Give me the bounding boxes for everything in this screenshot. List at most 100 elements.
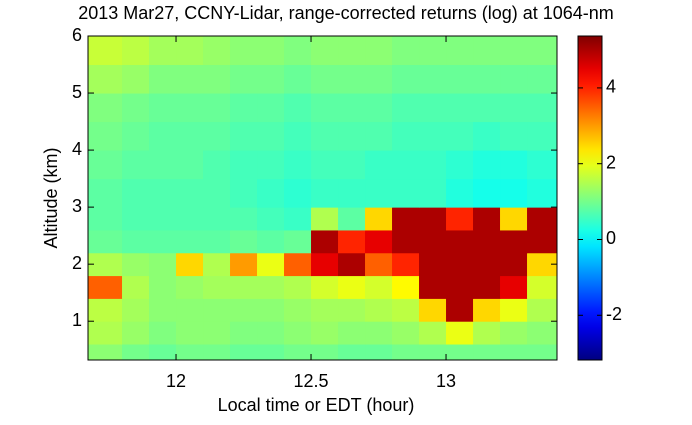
heatmap-cell <box>527 178 558 208</box>
heatmap-cell <box>473 64 501 94</box>
heatmap-cell <box>88 121 123 151</box>
heatmap-cell <box>446 93 474 123</box>
heatmap-cell <box>500 36 528 66</box>
heatmap-cell <box>284 178 312 208</box>
heatmap-cell <box>230 252 258 277</box>
heatmap-cell <box>203 298 231 322</box>
heatmap-cell <box>176 207 204 231</box>
heatmap-cell <box>419 298 447 322</box>
heatmap-cell <box>527 93 558 123</box>
heatmap-cell <box>446 298 474 322</box>
heatmap-cell <box>149 275 177 299</box>
heatmap-cell <box>338 121 366 151</box>
heatmap-cell <box>257 207 285 231</box>
heatmap-cell <box>446 321 474 345</box>
heatmap-cell <box>527 321 558 345</box>
heatmap-cell <box>338 229 366 254</box>
heatmap-cell <box>419 344 447 361</box>
heatmap-cell <box>284 229 312 254</box>
heatmap-cell <box>311 298 339 322</box>
heatmap-cell <box>527 121 558 151</box>
heatmap-cell <box>230 178 258 208</box>
heatmap-cell <box>122 36 150 66</box>
y-tick-label: 1 <box>72 310 82 330</box>
heatmap-cell <box>500 64 528 94</box>
heatmap-cell <box>419 207 447 231</box>
heatmap-cell <box>473 207 501 231</box>
heatmap-cell <box>338 321 366 345</box>
y-tick-label: 5 <box>72 82 82 102</box>
heatmap-cell <box>122 207 150 231</box>
heatmap-cell <box>122 298 150 322</box>
heatmap-cell <box>311 150 339 180</box>
heatmap-cell <box>419 321 447 345</box>
heatmap-cell <box>122 344 150 361</box>
heatmap-cell <box>365 275 393 299</box>
heatmap-cell <box>500 321 528 345</box>
heatmap-cell <box>338 178 366 208</box>
heatmap-cell <box>149 121 177 151</box>
colorbar-tick-label: -2 <box>606 304 622 324</box>
heatmap-cell <box>311 321 339 345</box>
heatmap-cell <box>122 275 150 299</box>
heatmap-cell <box>230 298 258 322</box>
heatmap-cell <box>527 36 558 66</box>
heatmap-cell <box>284 121 312 151</box>
heatmap-cell <box>230 93 258 123</box>
heatmap-cell <box>122 252 150 277</box>
heatmap-cell <box>149 93 177 123</box>
heatmap-cell <box>230 207 258 231</box>
heatmap-cell <box>230 275 258 299</box>
heatmap-cell <box>257 298 285 322</box>
heatmap-cell <box>149 64 177 94</box>
heatmap-cell <box>203 207 231 231</box>
heatmap-cell <box>446 275 474 299</box>
heatmap-cell <box>311 121 339 151</box>
heatmap-cell <box>149 207 177 231</box>
heatmap-cell <box>176 344 204 361</box>
heatmap-cell <box>257 344 285 361</box>
heatmap-cell <box>149 229 177 254</box>
heatmap-cell <box>473 298 501 322</box>
x-tick-label: 12 <box>166 371 186 391</box>
heatmap-cell <box>473 229 501 254</box>
heatmap-cell <box>500 298 528 322</box>
heatmap-cell <box>230 36 258 66</box>
heatmap-cell <box>392 36 420 66</box>
heatmap-cell <box>419 150 447 180</box>
heatmap-cell <box>122 64 150 94</box>
heatmap-cell <box>338 275 366 299</box>
heatmap-cell <box>88 229 123 254</box>
heatmap-cell <box>311 64 339 94</box>
heatmap-cell <box>257 150 285 180</box>
x-tick-label: 12.5 <box>294 371 329 391</box>
heatmap-cell <box>311 93 339 123</box>
heatmap-cell <box>122 229 150 254</box>
heatmap-cell <box>419 36 447 66</box>
heatmap-cell <box>203 93 231 123</box>
heatmap-cell <box>149 178 177 208</box>
heatmap-cell <box>176 93 204 123</box>
heatmap-cell <box>392 93 420 123</box>
heatmap-cell <box>311 36 339 66</box>
heatmap-cell <box>338 64 366 94</box>
heatmap-cell <box>284 207 312 231</box>
heatmap-cell <box>176 121 204 151</box>
heatmap-cell <box>311 178 339 208</box>
heatmap-cell <box>365 229 393 254</box>
heatmap-cell <box>311 344 339 361</box>
heatmap-cell <box>284 150 312 180</box>
y-tick-label: 3 <box>72 196 82 216</box>
heatmap-cell <box>365 344 393 361</box>
heatmap-cell <box>203 150 231 180</box>
x-tick-label: 13 <box>436 371 456 391</box>
heatmap-cell <box>88 275 123 299</box>
heatmap-cell <box>473 36 501 66</box>
heatmap-cell <box>176 178 204 208</box>
heatmap-cell <box>338 252 366 277</box>
heatmap-cell <box>88 93 123 123</box>
heatmap-cell <box>311 275 339 299</box>
heatmap-cell <box>392 229 420 254</box>
heatmap-cell <box>176 321 204 345</box>
y-tick-label: 6 <box>72 25 82 45</box>
